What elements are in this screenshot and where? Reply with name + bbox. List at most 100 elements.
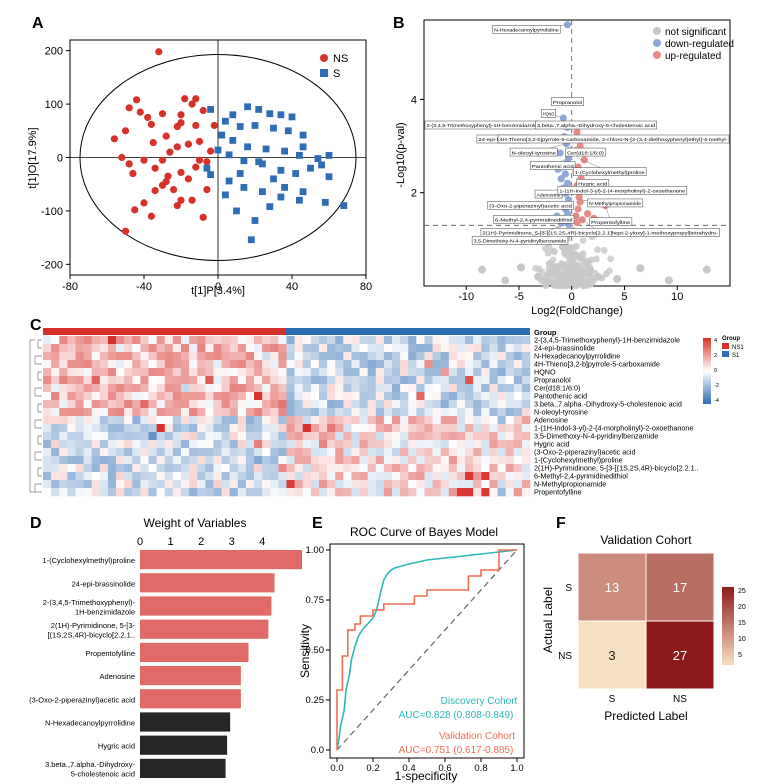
heatmap-cell bbox=[318, 408, 328, 417]
heatmap-cell bbox=[383, 376, 393, 385]
heatmap-cell bbox=[359, 472, 368, 481]
heatmap-cell bbox=[107, 464, 117, 473]
heatmap-cell bbox=[140, 488, 149, 497]
heatmap-cell bbox=[473, 344, 482, 353]
weights-label: Hygric acid bbox=[98, 742, 135, 751]
heatmap-cell bbox=[448, 344, 458, 353]
heatmap-cell bbox=[75, 448, 84, 457]
heatmap-cell bbox=[43, 376, 52, 385]
heatmap-cell bbox=[302, 480, 312, 489]
heatmap-cell bbox=[132, 408, 141, 417]
volcano-label-text: 1-(Cyclohexylmethyl)proline bbox=[575, 170, 645, 175]
heatmap-cell bbox=[456, 384, 466, 393]
heatmap-cell bbox=[521, 336, 531, 345]
heatmap-cell bbox=[43, 456, 52, 465]
heatmap-cell bbox=[229, 408, 239, 417]
heatmap-cell bbox=[521, 488, 531, 497]
heatmap-cell bbox=[335, 368, 344, 377]
heatmap-cell bbox=[440, 448, 450, 457]
roc-frame bbox=[329, 543, 525, 759]
heatmap-cell bbox=[318, 440, 328, 449]
heatmap-cell bbox=[180, 448, 190, 457]
heatmap-cell bbox=[59, 472, 68, 481]
heatmap-cell bbox=[440, 368, 450, 377]
heatmap-cell bbox=[278, 448, 287, 457]
heatmap-cell bbox=[408, 472, 417, 481]
heatmap-cell bbox=[132, 416, 141, 425]
heatmap-cell bbox=[245, 416, 255, 425]
heatmap-cell bbox=[343, 392, 352, 401]
heatmap-cell bbox=[51, 488, 60, 497]
heatmap-cell bbox=[505, 456, 515, 465]
heatmap-cell bbox=[213, 352, 222, 361]
heatmap-cell bbox=[327, 384, 336, 393]
heatmap-cell bbox=[456, 376, 466, 385]
heatmap-cell bbox=[465, 472, 474, 481]
confusion-cell-value: 13 bbox=[605, 580, 619, 595]
pca-point-s bbox=[307, 164, 314, 172]
heatmap-cell bbox=[505, 448, 515, 457]
heatmap-cell bbox=[140, 408, 149, 417]
heatmap-cell bbox=[75, 400, 84, 409]
heatmap-cell bbox=[116, 456, 125, 465]
heatmap-cell bbox=[497, 480, 506, 489]
pca-point-ns bbox=[203, 158, 211, 166]
heatmap-cell bbox=[302, 336, 312, 345]
heatmap-cell bbox=[286, 456, 295, 465]
heatmap-cell bbox=[343, 448, 352, 457]
heatmap-cell bbox=[489, 464, 498, 473]
heatmap-cell bbox=[262, 400, 271, 409]
volcano-point-ns bbox=[584, 260, 592, 268]
heatmap-cell bbox=[59, 392, 68, 401]
pca-point-s bbox=[225, 177, 233, 185]
heatmap-cell bbox=[375, 400, 385, 409]
pca-point-ns bbox=[181, 95, 189, 103]
heatmap-cell bbox=[367, 392, 377, 401]
weights-label: [(1S,2S,4R)-bicyclo[2.2.1.. bbox=[47, 630, 135, 639]
confusion-title: Validation Cohort bbox=[600, 533, 692, 547]
heatmap-cell bbox=[408, 360, 417, 369]
heatmap-cell bbox=[286, 400, 295, 409]
heatmap-cell bbox=[465, 344, 474, 353]
heatmap-cell bbox=[481, 432, 490, 441]
heatmap-row-label: 3.beta.,7.alpha.-Dihydroxy-5-cholestenoi… bbox=[534, 400, 682, 409]
heatmap-cell bbox=[481, 384, 490, 393]
heatmap-cell bbox=[327, 360, 336, 369]
pca-point-ns bbox=[177, 196, 185, 204]
heatmap-cell bbox=[189, 448, 198, 457]
weights-bar bbox=[140, 758, 226, 778]
pca-point-ns bbox=[188, 100, 196, 108]
heatmap-cell bbox=[465, 352, 474, 361]
heatmap-cell bbox=[456, 448, 466, 457]
pca-point-ns bbox=[173, 201, 181, 210]
heatmap-cell bbox=[43, 448, 52, 457]
heatmap-cell bbox=[497, 400, 506, 409]
heatmap-cell bbox=[505, 368, 515, 377]
heatmap-cell bbox=[172, 336, 182, 345]
heatmap-cell bbox=[132, 368, 141, 377]
heatmap-cell bbox=[310, 376, 320, 385]
heatmap-cell bbox=[505, 440, 515, 449]
heatmap-cell bbox=[140, 336, 149, 345]
heatmap-cell bbox=[213, 408, 222, 417]
heatmap-cell bbox=[513, 408, 523, 417]
heatmap-cell bbox=[497, 408, 506, 417]
heatmap-cell bbox=[327, 440, 336, 449]
heatmap-cell bbox=[197, 344, 206, 353]
heatmap-cell bbox=[254, 456, 263, 465]
heatmap-cell bbox=[107, 488, 117, 497]
heatmap-cell bbox=[392, 352, 401, 361]
heatmap-cell bbox=[148, 424, 157, 433]
heatmap-cell bbox=[213, 368, 222, 377]
heatmap-cell bbox=[416, 440, 425, 449]
heatmap-cell bbox=[75, 464, 84, 473]
heatmap-cell bbox=[91, 376, 101, 385]
heatmap-cell bbox=[408, 440, 417, 449]
heatmap-cell bbox=[132, 344, 141, 353]
heatmap-cell bbox=[140, 448, 149, 457]
heatmap-row-labels: 2-(3,4,5-Trimethoxyphenyl)-1H-benzimidaz… bbox=[534, 336, 699, 497]
heatmap-cell bbox=[400, 400, 409, 409]
heatmap-cell bbox=[310, 480, 320, 489]
heatmap-cell bbox=[245, 384, 255, 393]
